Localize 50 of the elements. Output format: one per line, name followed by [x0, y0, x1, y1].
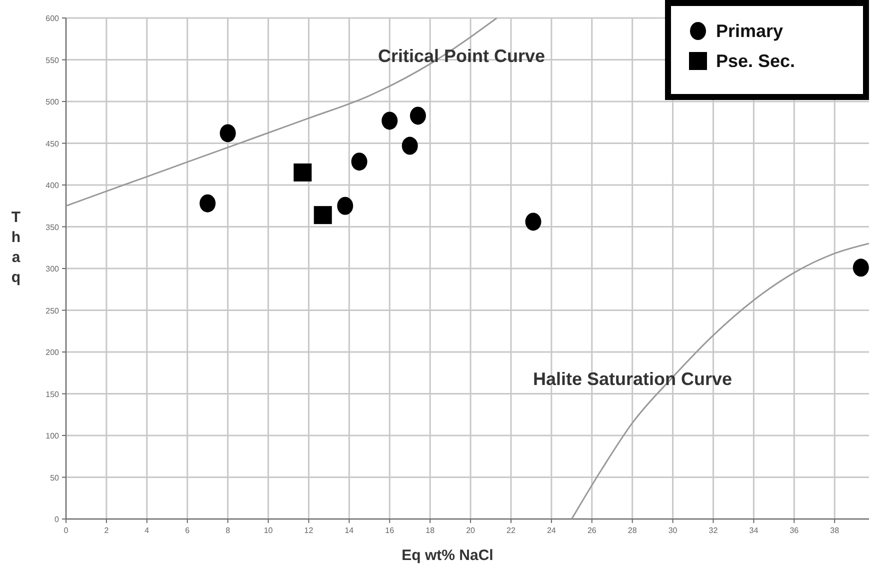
x-tick-label: 36: [790, 526, 800, 535]
point: [294, 163, 312, 182]
point: [220, 124, 236, 142]
x-tick-label: 30: [668, 526, 678, 535]
annotation: Critical Point Curve: [378, 46, 546, 66]
x-tick-label: 38: [830, 526, 840, 535]
x-tick-label: 16: [385, 526, 395, 535]
x-tick-label: 12: [304, 526, 314, 535]
x-tick-label: 4: [144, 526, 150, 535]
point: [351, 152, 368, 171]
point: [402, 136, 418, 155]
point: [314, 206, 332, 224]
y-tick-label: 500: [46, 98, 60, 106]
y-tick-label: 550: [46, 56, 60, 65]
x-tick-label: 24: [546, 526, 556, 535]
x-axis-title: Eq wt% NaCl: [402, 547, 494, 564]
point: [382, 112, 398, 130]
x-tick-label: 20: [466, 526, 476, 535]
y-tick-label: 300: [46, 264, 60, 274]
x-tick-label: 18: [426, 526, 436, 535]
y-tick-label: 50: [50, 473, 60, 482]
y-tick-label: 450: [46, 139, 60, 148]
x-tick-label: 32: [708, 526, 718, 535]
point: [852, 258, 869, 277]
point: [200, 194, 216, 212]
x-tick-label: 2: [104, 526, 110, 535]
x-tick-label: 14: [344, 526, 354, 535]
annotation: Halite Saturation Curve: [533, 369, 732, 389]
point: [337, 196, 354, 215]
y-tick-label: 100: [46, 432, 60, 440]
legend-label: Pse. Sec.: [716, 51, 796, 71]
y-tick-label: 350: [46, 222, 60, 232]
point: [410, 106, 426, 125]
x-tick-label: 22: [506, 526, 516, 535]
x-tick-label: 10: [264, 526, 274, 535]
y-axis-title: Thaq: [11, 209, 21, 286]
legend-label: Primary: [716, 21, 784, 41]
y-tick-label: 150: [46, 390, 60, 399]
y-tick-label: 200: [46, 348, 60, 357]
x-tick-label: 34: [749, 526, 759, 535]
y-tick-label: 0: [54, 515, 60, 524]
x-tick-label: 0: [64, 526, 69, 535]
point: [525, 212, 542, 231]
y-tick-label: 400: [46, 181, 60, 190]
x-tick-label: 28: [628, 526, 638, 535]
x-tick-label: 8: [226, 526, 231, 535]
y-tick-label: 250: [46, 306, 60, 316]
y-tick-label: 600: [46, 14, 60, 23]
x-tick-label: 6: [185, 526, 190, 535]
x-tick-label: 26: [587, 526, 597, 535]
